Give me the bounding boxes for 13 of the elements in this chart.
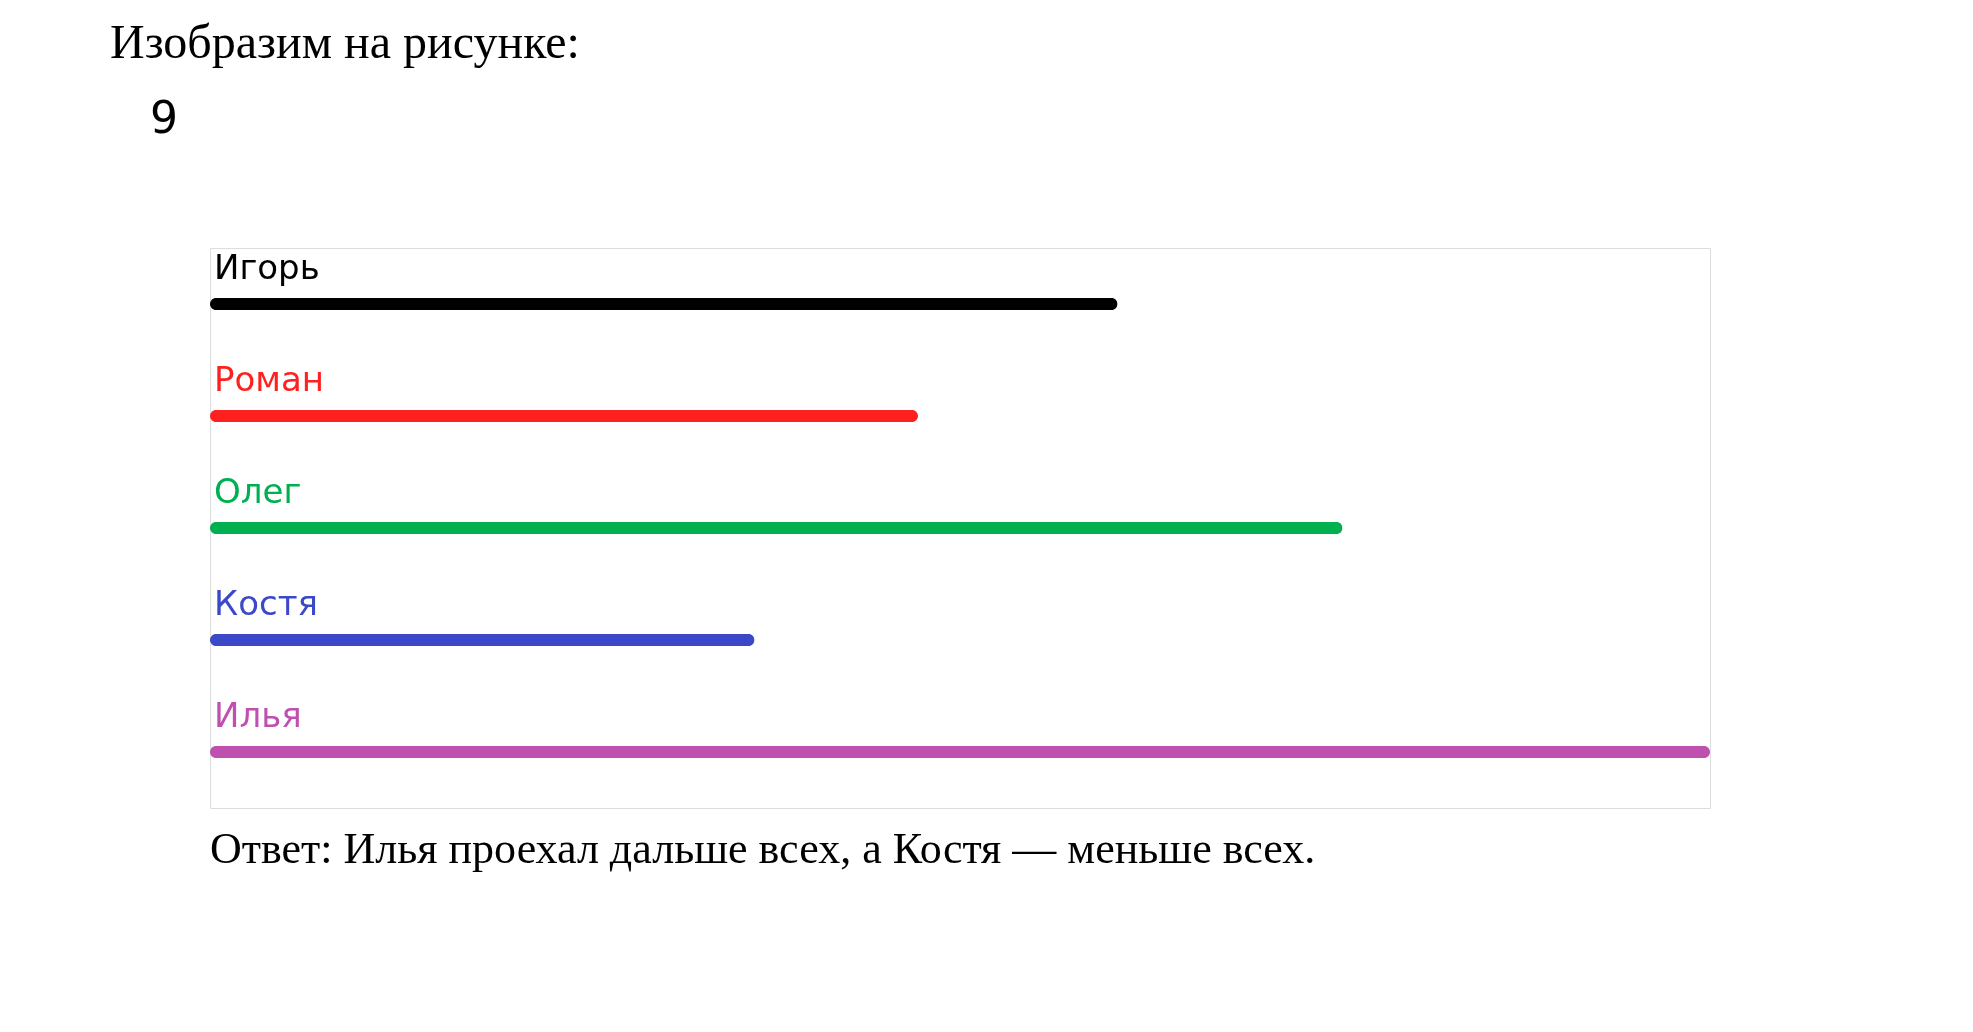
bar — [210, 522, 1343, 534]
bar — [210, 410, 918, 422]
text: Ответ: Илья проехал дальше всех, а Костя — меньше всех. — [210, 824, 1316, 873]
y-tick-label: Роман — [214, 359, 325, 399]
y-tick-label: Олег — [214, 471, 302, 511]
bar — [210, 746, 1710, 758]
chart-title: Изобразим на рисунке: — [110, 15, 580, 68]
text: 9 — [150, 92, 178, 143]
y-tick-label: Костя — [214, 583, 318, 623]
y-tick-label: Игорь — [214, 247, 320, 287]
bar — [210, 634, 755, 646]
bar — [210, 298, 1118, 310]
y-tick-label: Илья — [214, 695, 302, 735]
